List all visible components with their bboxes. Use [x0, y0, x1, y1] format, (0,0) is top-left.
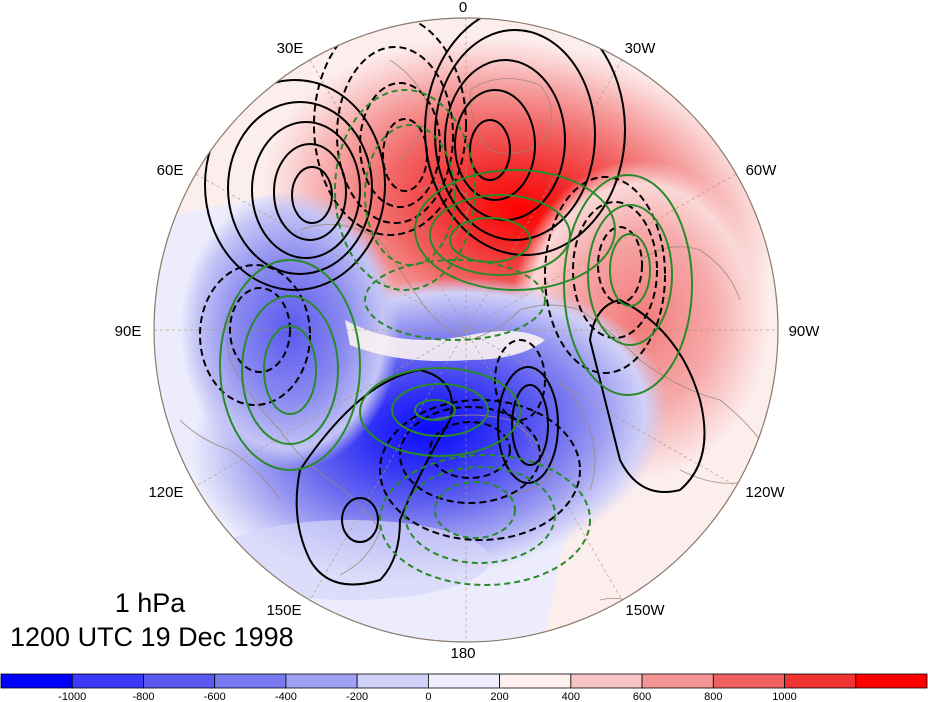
coastlines — [179, 59, 761, 606]
colorbar-label: -400 — [275, 691, 297, 702]
colorbar-label: 600 — [633, 691, 651, 702]
lon-label-0: 0 — [459, 0, 467, 16]
lon-label-30w: 30W — [625, 40, 657, 57]
pressure-level-title: 1 hPa — [114, 588, 186, 618]
colorbar-label: -800 — [132, 691, 154, 702]
colorbar-label: 400 — [562, 691, 580, 702]
lon-label-90e: 90E — [115, 323, 142, 340]
lon-label-150e: 150E — [266, 602, 301, 619]
colorbar-swatch — [712, 673, 785, 689]
lon-label-120e: 120E — [148, 484, 183, 501]
map-boundary — [153, 17, 779, 643]
colorbar-swatch — [855, 673, 928, 689]
lon-label-60w: 60W — [746, 162, 778, 179]
colorbar-swatch — [214, 673, 287, 689]
colorbar-swatch — [143, 673, 216, 689]
colorbar-label: 0 — [425, 691, 431, 702]
colorbar-swatch — [71, 673, 144, 689]
colorbar-swatch — [784, 673, 857, 689]
colorbar-label: 800 — [704, 691, 722, 702]
colorbar-label: -200 — [346, 691, 368, 702]
lon-label-180: 180 — [450, 645, 475, 662]
colorbar-label: -600 — [204, 691, 226, 702]
lon-label-60e: 60E — [157, 162, 184, 179]
colorbar-swatch — [0, 673, 73, 689]
colorbar-swatch — [499, 673, 572, 689]
lon-label-150w: 150W — [625, 602, 665, 619]
black-contours-dashed — [199, 18, 666, 541]
lon-label-90w: 90W — [789, 323, 821, 340]
green-contours-solid — [219, 169, 693, 471]
lon-label-30e: 30E — [277, 40, 304, 57]
colorbar-label: 200 — [490, 691, 508, 702]
colorbar-swatch — [641, 673, 714, 689]
colorbar: -1000 -800 -600 -400 -200 0 200 400 600 800 1000 — [0, 673, 928, 702]
lon-label-120w: 120W — [745, 484, 785, 501]
green-contours-dashed — [334, 89, 591, 586]
colorbar-swatch — [570, 673, 643, 689]
black-contours-solid — [204, 18, 706, 586]
valid-time-title: 1200 UTC 19 Dec 1998 — [10, 622, 294, 652]
colorbar-label: 1000 — [772, 691, 796, 702]
colorbar-swatch — [427, 673, 501, 689]
colorbar-label: -1000 — [58, 691, 86, 702]
colorbar-swatch — [356, 673, 429, 689]
longitude-labels: 0 30W 60W 90W 120W 150W 180 150E 120E 90… — [115, 0, 821, 662]
colorbar-swatch — [285, 673, 358, 689]
